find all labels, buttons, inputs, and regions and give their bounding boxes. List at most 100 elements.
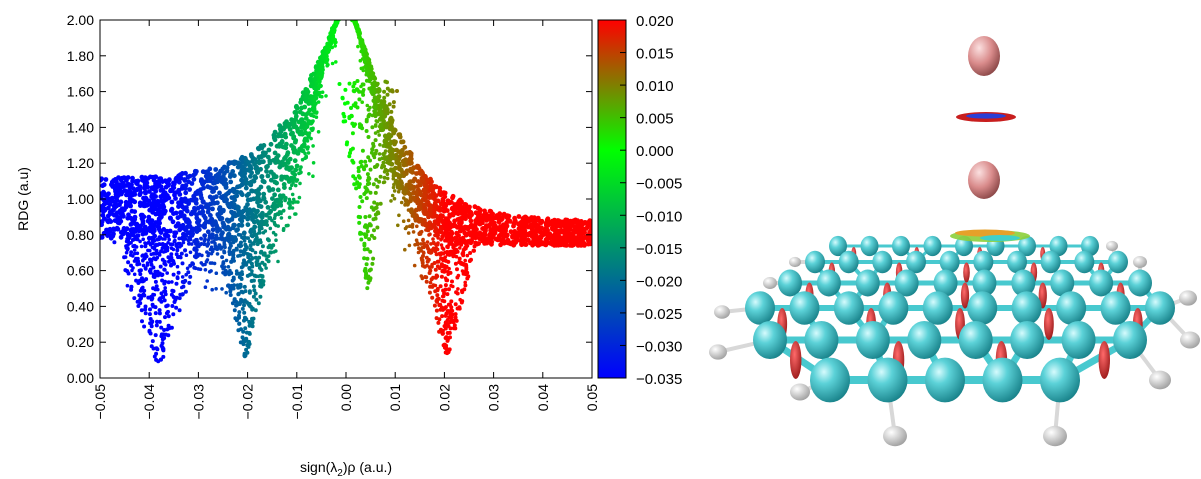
data-point: [351, 160, 356, 165]
data-point: [370, 147, 375, 152]
data-point: [362, 243, 367, 248]
data-point: [387, 102, 392, 107]
data-point: [469, 241, 473, 246]
data-point: [268, 169, 274, 175]
data-point: [147, 220, 153, 226]
data-point: [371, 217, 376, 222]
data-point: [338, 12, 343, 17]
data-point: [246, 160, 252, 165]
data-point: [319, 66, 325, 71]
data-point: [181, 231, 186, 237]
data-point: [171, 272, 176, 277]
data-point: [131, 244, 136, 249]
carbon-atom: [810, 357, 850, 403]
data-point: [295, 129, 301, 134]
data-point: [140, 278, 145, 283]
data-point: [200, 181, 205, 186]
data-point: [363, 215, 368, 219]
data-point: [439, 274, 444, 279]
data-point: [267, 160, 273, 166]
data-point: [177, 192, 183, 197]
data-point: [442, 291, 447, 296]
data-point: [130, 186, 136, 192]
data-point: [456, 241, 461, 246]
data-point: [160, 242, 165, 247]
data-point: [157, 319, 162, 324]
data-point: [355, 180, 360, 185]
data-point: [417, 203, 423, 209]
data-point: [389, 167, 393, 171]
data-point: [187, 224, 193, 230]
data-point: [448, 270, 453, 275]
data-point: [378, 174, 383, 179]
data-point: [133, 179, 139, 184]
data-point: [263, 199, 269, 205]
data-point: [449, 249, 454, 254]
data-point: [450, 312, 455, 317]
data-point: [220, 166, 226, 172]
carbon-atom: [1011, 269, 1036, 297]
data-point: [227, 272, 232, 277]
data-point: [161, 332, 166, 337]
data-point: [430, 295, 435, 300]
data-point: [322, 53, 327, 58]
hydrogen-atom: [763, 277, 777, 289]
data-point: [365, 182, 370, 187]
data-point: [164, 228, 170, 234]
data-point: [443, 305, 448, 310]
data-point: [178, 225, 184, 231]
data-point: [264, 266, 268, 270]
data-point: [462, 230, 468, 236]
data-point: [375, 184, 380, 189]
carbon-atom: [872, 250, 893, 274]
data-point: [151, 186, 156, 192]
data-point: [357, 220, 362, 225]
data-point: [360, 100, 365, 104]
data-point: [132, 272, 137, 277]
data-point: [473, 221, 479, 226]
data-point: [388, 147, 394, 153]
data-point: [163, 286, 167, 290]
data-point: [451, 206, 456, 212]
data-point: [183, 278, 188, 283]
data-point: [447, 212, 453, 218]
data-point: [364, 51, 369, 57]
data-point: [528, 216, 533, 222]
data-point: [257, 231, 261, 235]
data-point: [371, 144, 376, 149]
data-point: [314, 115, 319, 119]
data-point: [181, 284, 186, 289]
data-point: [167, 237, 171, 242]
data-point: [140, 231, 146, 237]
data-point: [158, 357, 163, 362]
data-point: [228, 293, 233, 297]
carbon-atom: [867, 357, 908, 403]
data-point: [408, 166, 414, 172]
data-point: [203, 219, 209, 225]
data-point: [148, 317, 153, 321]
data-point: [425, 243, 429, 248]
data-point: [376, 97, 381, 102]
data-point: [159, 325, 164, 330]
data-point: [357, 97, 362, 102]
data-point: [393, 139, 398, 145]
data-point: [407, 183, 413, 189]
data-point: [193, 190, 199, 196]
nci-disc: [1043, 308, 1054, 340]
data-point: [224, 258, 229, 263]
data-point: [162, 336, 167, 341]
data-point: [162, 298, 167, 303]
data-point: [256, 146, 262, 152]
data-point: [291, 135, 296, 141]
data-point: [292, 172, 298, 178]
data-point: [418, 230, 423, 234]
nci-disc: [963, 262, 970, 283]
data-point: [230, 169, 236, 174]
data-point: [143, 304, 148, 309]
data-point: [340, 95, 345, 100]
colorbar-tick-label: −0.035: [636, 371, 682, 388]
x-tick-label: 0.05: [584, 384, 600, 411]
data-point: [535, 242, 540, 248]
data-point: [118, 199, 124, 205]
data-point: [209, 269, 213, 273]
